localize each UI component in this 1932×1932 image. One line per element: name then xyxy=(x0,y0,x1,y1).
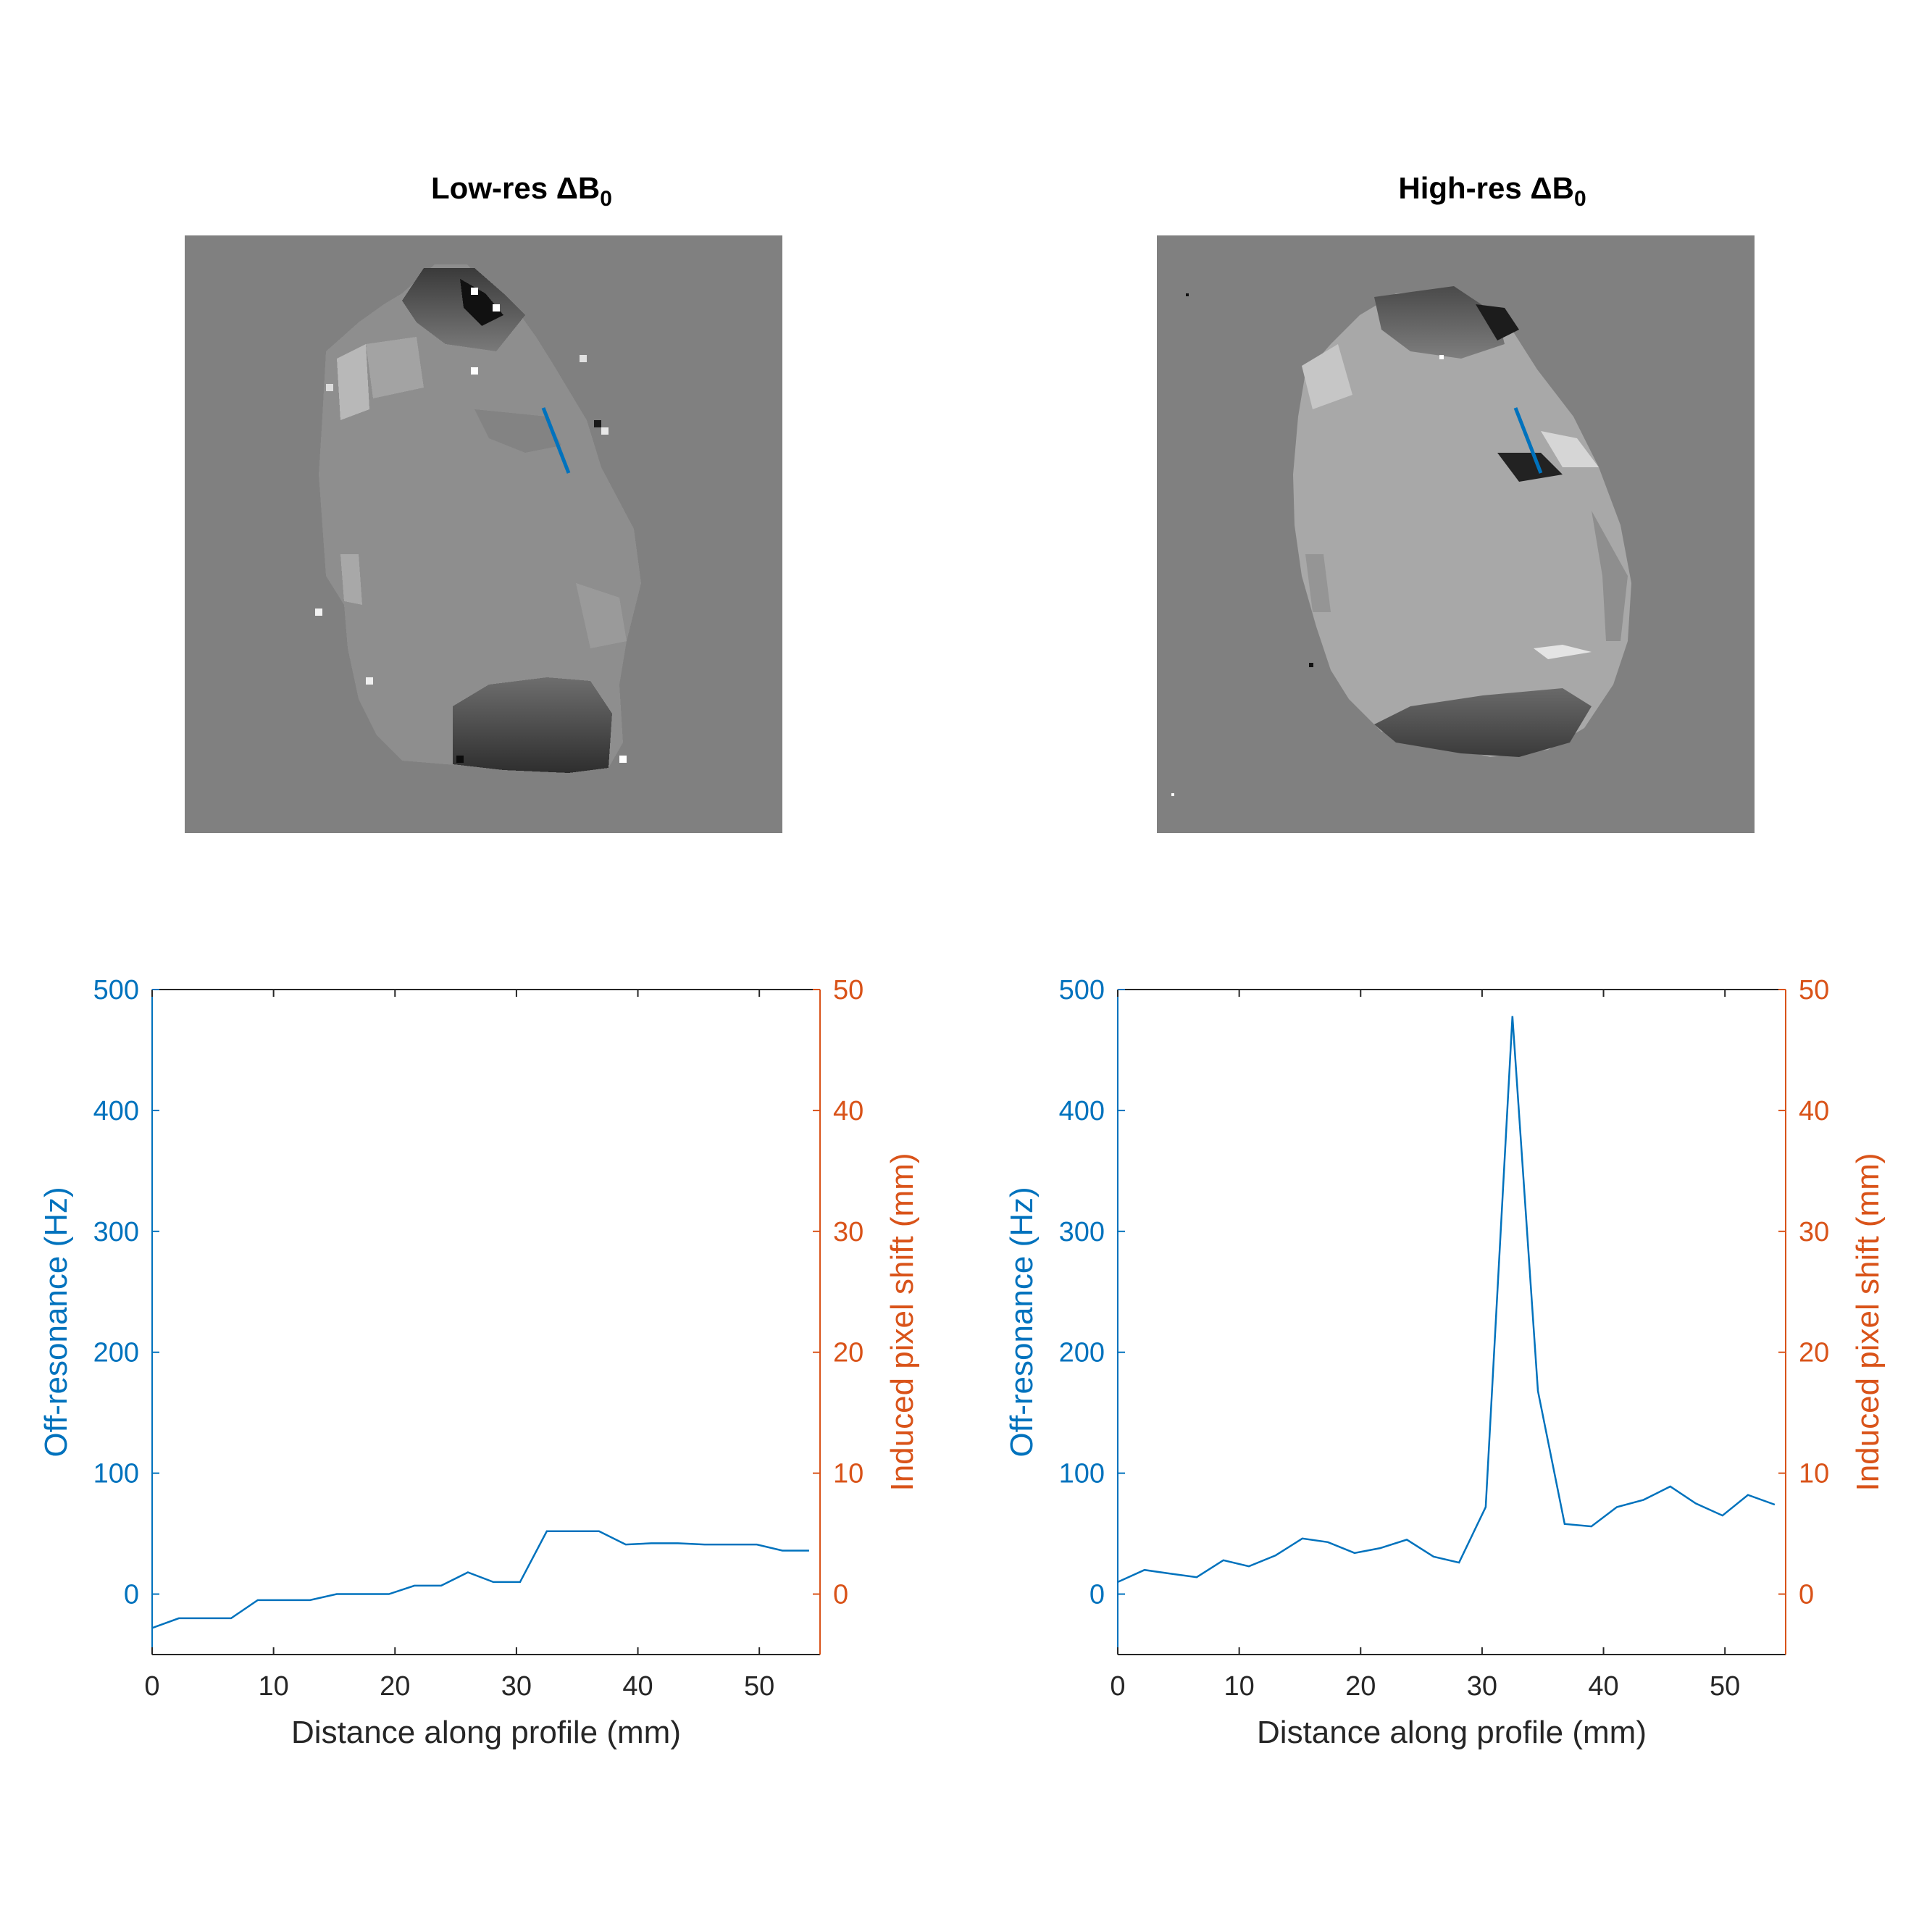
series-line xyxy=(1117,1016,1776,1584)
y2-tick-label: 0 xyxy=(833,1580,848,1610)
x-tick-label: 30 xyxy=(501,1671,532,1702)
x-tick-label: 10 xyxy=(1224,1671,1254,1702)
y-tick-label: 300 xyxy=(1059,1217,1105,1247)
x-tick-label: 0 xyxy=(144,1671,159,1702)
y2-tick-label: 50 xyxy=(1799,975,1829,1005)
y2-tick-label: 20 xyxy=(833,1338,863,1368)
y-tick-label: 200 xyxy=(1059,1338,1105,1368)
high-res-profile-line xyxy=(1513,407,1543,474)
y2-tick-label: 0 xyxy=(1799,1580,1814,1610)
y2-tick-label: 40 xyxy=(833,1096,863,1126)
y2-tick-label: 10 xyxy=(1799,1459,1829,1489)
low-res-profile-chart: 0 10 20 30 40 50010020030040050001020304050Di… xyxy=(38,975,920,1750)
x-tick-label: 50 xyxy=(744,1671,774,1702)
y2-tick-label: 40 xyxy=(1799,1096,1829,1126)
y-tick-label: 100 xyxy=(93,1459,139,1489)
x-tick-label: 20 xyxy=(380,1671,410,1702)
y2-axis-label: Induced pixel shift (mm) xyxy=(885,1153,920,1491)
x-tick-label: 30 xyxy=(1467,1671,1497,1702)
y-tick-label: 400 xyxy=(1059,1096,1105,1126)
low-res-profile-line xyxy=(541,407,571,474)
y-tick-label: 0 xyxy=(124,1580,139,1610)
x-tick-label: 0 xyxy=(1110,1671,1125,1702)
y2-tick-label: 20 xyxy=(1799,1338,1829,1368)
y2-tick-label: 10 xyxy=(833,1459,863,1489)
y-tick-label: 500 xyxy=(1059,975,1105,1005)
high-res-fieldmap-image xyxy=(1171,286,1631,796)
x-tick-label: 40 xyxy=(1588,1671,1618,1702)
x-tick-label: 10 xyxy=(258,1671,288,1702)
x-tick-label: 20 xyxy=(1345,1671,1376,1702)
high-res-fieldmap xyxy=(1157,235,1755,833)
y-tick-label: 0 xyxy=(1090,1580,1105,1610)
low-res-title: Low-res ΔB0 xyxy=(431,171,612,211)
y-tick-label: 200 xyxy=(93,1338,139,1368)
y2-axis-label: Induced pixel shift (mm) xyxy=(1850,1153,1886,1491)
low-res-fieldmap xyxy=(185,235,782,833)
y-tick-label: 400 xyxy=(93,1096,139,1126)
y2-tick-label: 30 xyxy=(833,1217,863,1247)
high-res-profile-chart: 0 10 20 30 40 50010020030040050001020304050Di… xyxy=(1004,975,1886,1750)
y2-tick-label: 50 xyxy=(833,975,863,1005)
x-axis-label: Distance along profile (mm) xyxy=(1257,1715,1647,1750)
y-axis-label: Off-resonance (Hz) xyxy=(38,1187,74,1457)
x-tick-label: 50 xyxy=(1710,1671,1740,1702)
y-tick-label: 300 xyxy=(93,1217,139,1247)
low-res-fieldmap-image xyxy=(315,264,641,773)
x-tick-label: 40 xyxy=(622,1671,653,1702)
x-axis-label: Distance along profile (mm) xyxy=(291,1715,681,1750)
high-res-title: High-res ΔB0 xyxy=(1398,171,1586,211)
series-line xyxy=(151,1530,809,1629)
y-axis-label: Off-resonance (Hz) xyxy=(1004,1187,1040,1457)
y2-tick-label: 30 xyxy=(1799,1217,1829,1247)
y-tick-label: 500 xyxy=(93,975,139,1005)
y-tick-label: 100 xyxy=(1059,1459,1105,1489)
